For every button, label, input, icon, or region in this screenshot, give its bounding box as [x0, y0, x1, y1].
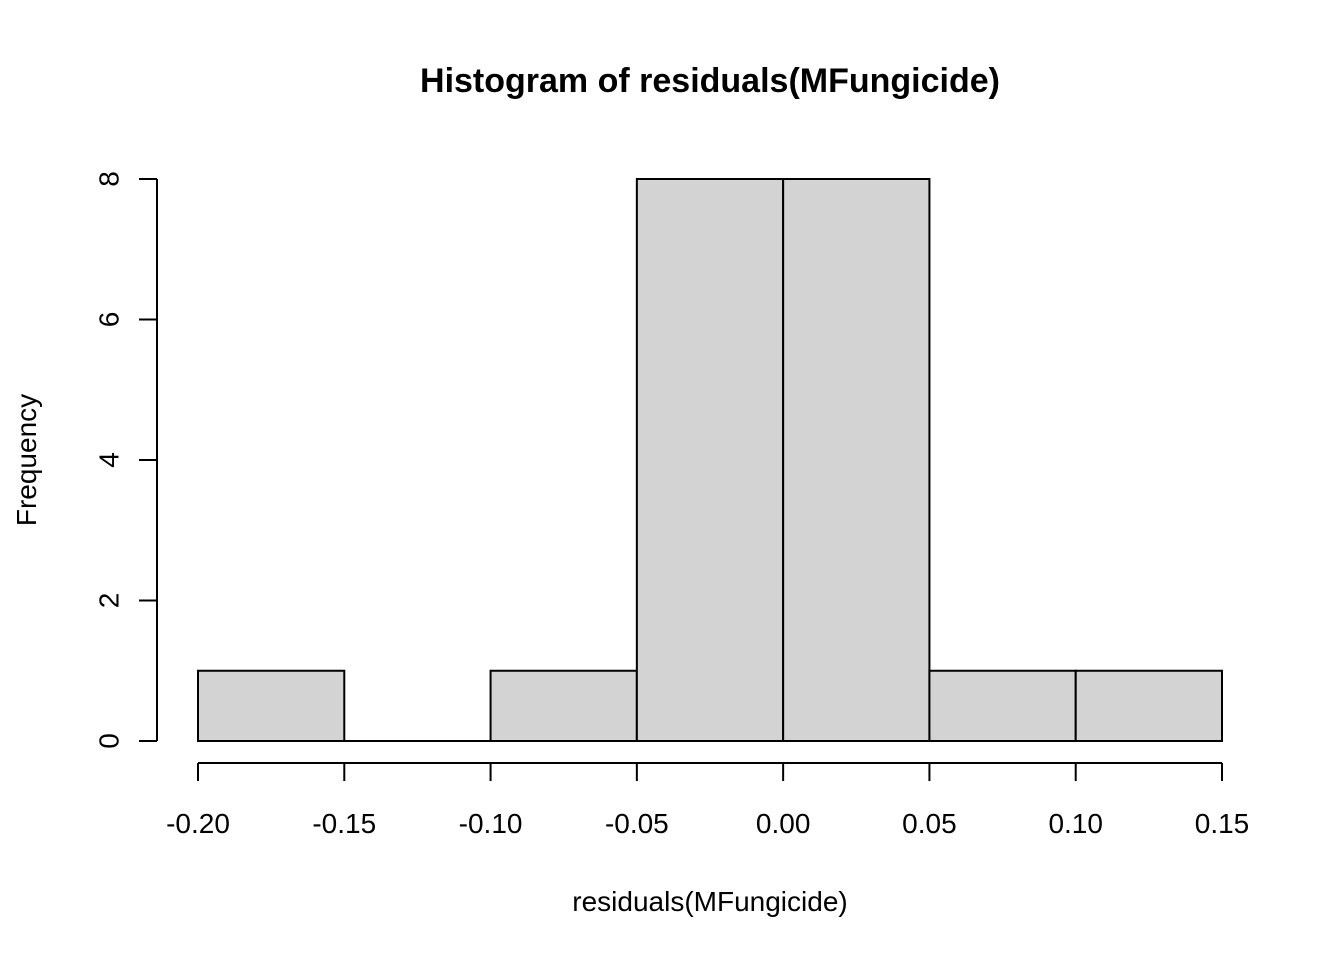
y-tick-label-2: 4 [94, 452, 125, 468]
histogram-bar-5 [928, 669, 1077, 742]
y-axis: 0 2 4 6 8 [94, 171, 158, 749]
y-axis-label: Frequency [11, 394, 42, 526]
y-tick-label-1: 2 [94, 593, 125, 609]
histogram-bar-6 [1074, 669, 1223, 742]
histogram-bar-4 [782, 178, 931, 742]
x-tick-label-6: 0.10 [1048, 808, 1103, 839]
y-tick-label-3: 6 [94, 312, 125, 328]
x-tick-label-1: -0.15 [312, 808, 376, 839]
histogram-bar-2 [489, 669, 638, 742]
x-tick-label-5: 0.05 [902, 808, 957, 839]
x-tick-label-7: 0.15 [1195, 808, 1250, 839]
histogram-bar-3 [635, 178, 785, 742]
x-axis-label: residuals(MFungicide) [572, 886, 847, 917]
x-tick-label-2: -0.10 [459, 808, 523, 839]
x-tick-label-4: 0.00 [756, 808, 811, 839]
x-tick-label-0: -0.20 [166, 808, 230, 839]
x-tick-label-3: -0.05 [605, 808, 669, 839]
y-tick-label-0: 0 [94, 733, 125, 749]
bars-group [197, 178, 1223, 742]
y-tick-label-4: 8 [94, 171, 125, 187]
x-axis: -0.20 -0.15 -0.10 -0.05 0.00 0.05 0.10 0.15 [166, 762, 1250, 839]
histogram-bar-0 [197, 669, 346, 742]
chart-title: Histogram of residuals(MFungicide) [420, 62, 1000, 100]
